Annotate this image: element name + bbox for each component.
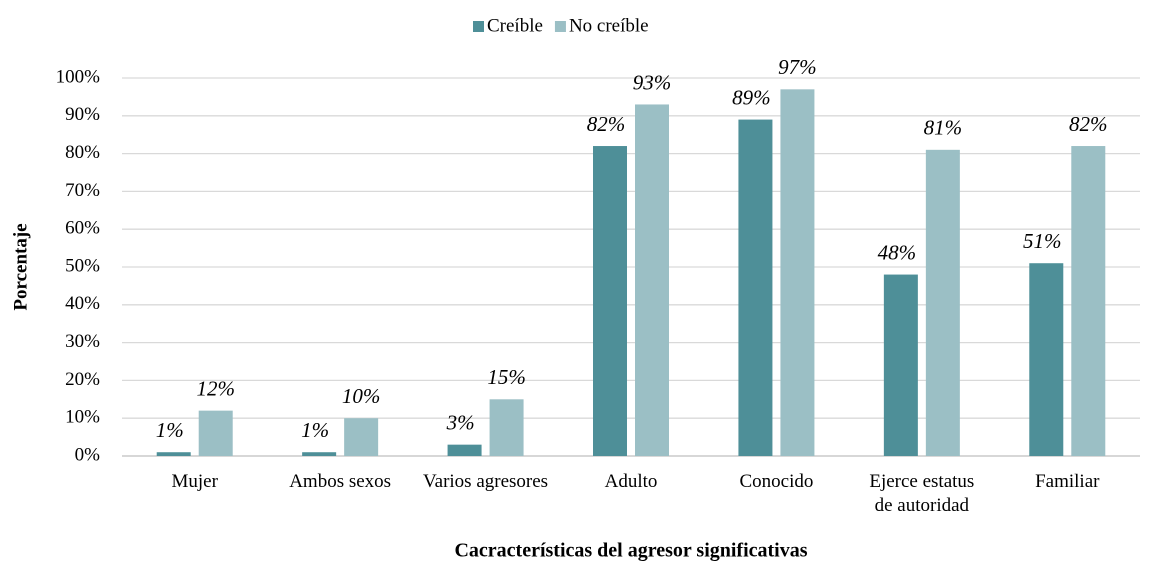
y-tick-label: 60% <box>65 218 100 239</box>
bar <box>489 399 524 456</box>
x-tick-label: Mujer <box>171 471 218 492</box>
legend-swatch <box>554 21 566 32</box>
x-tick-label: Familiar <box>1035 471 1100 492</box>
legend-swatch <box>473 21 484 32</box>
x-tick-label: Adulto <box>604 471 658 492</box>
x-tick-label: Varios agresores <box>423 471 549 492</box>
bar <box>1029 263 1064 456</box>
legend-label: No creíble <box>569 15 649 36</box>
bar <box>738 119 773 456</box>
data-label: 89% <box>732 85 771 109</box>
y-tick-label: 80% <box>65 142 100 163</box>
y-tick-label: 20% <box>65 369 100 390</box>
bar <box>1071 146 1106 457</box>
data-label: 81% <box>924 116 963 140</box>
y-tick-label: 0% <box>75 444 101 465</box>
data-label: 82% <box>587 112 626 136</box>
y-tick-label: 70% <box>65 180 100 201</box>
y-tick-label: 100% <box>56 66 101 87</box>
bar <box>198 410 233 456</box>
data-label: 1% <box>156 418 184 442</box>
bar <box>344 418 379 456</box>
data-label: 93% <box>633 70 672 94</box>
data-label: 10% <box>342 384 381 408</box>
x-tick-label: Ambos sexos <box>289 471 392 492</box>
bar <box>635 104 669 457</box>
data-label: 1% <box>301 418 329 442</box>
data-label: 97% <box>778 55 817 79</box>
bar <box>593 146 627 457</box>
y-tick-label: 90% <box>65 104 100 125</box>
y-tick-label: 10% <box>65 407 100 428</box>
bar <box>302 452 337 456</box>
x-axis-title: Cacracterísticas del agresor significati… <box>454 540 807 562</box>
y-tick-label: 40% <box>65 293 100 314</box>
data-label: 3% <box>446 410 475 434</box>
bar <box>780 89 815 456</box>
data-label: 12% <box>196 376 235 400</box>
legend-label: Creíble <box>487 15 543 36</box>
bar <box>883 274 918 456</box>
y-tick-label: 30% <box>65 331 100 352</box>
y-tick-label: 50% <box>65 255 100 276</box>
data-label: 51% <box>1023 229 1062 253</box>
data-label: 82% <box>1069 112 1108 136</box>
data-label: 48% <box>878 240 917 264</box>
y-axis-title: Porcentaje <box>10 223 31 310</box>
bar <box>156 452 191 456</box>
x-tick-label: Conocido <box>739 471 814 492</box>
x-tick-label: Ejerce estatus de autoridad <box>869 471 975 516</box>
bar <box>447 444 482 456</box>
data-label: 15% <box>487 365 526 389</box>
bar <box>925 149 960 456</box>
